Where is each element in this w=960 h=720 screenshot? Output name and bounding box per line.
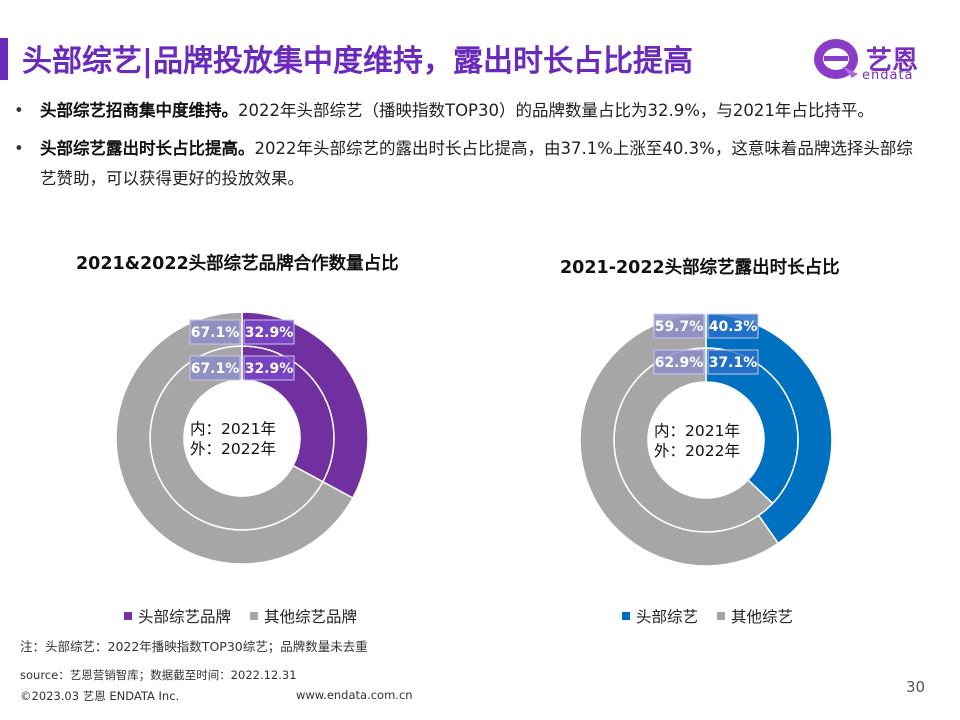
data-label: 67.1% [189, 355, 241, 381]
legend-label: 其他综艺 [730, 608, 793, 626]
page-number: 30 [906, 678, 926, 696]
bullet-dot-icon: • [14, 139, 24, 158]
bullet-item: • 头部综艺招商集中度维持。2022年头部综艺（播映指数TOP30）的品牌数量占… [14, 96, 914, 126]
bullet-bold-text: 头部综艺露出时长占比提高。 [40, 139, 255, 158]
data-label: 37.1% [707, 349, 759, 375]
data-label-text: 40.3% [709, 319, 758, 335]
bullet-text: 2022年头部综艺（播映指数TOP30）的品牌数量占比为32.9%，与2021年… [238, 101, 874, 120]
legend-item: 其他综艺 [716, 608, 793, 626]
data-label-text: 32.9% [245, 325, 294, 341]
legend-exposure-duration: 头部综艺 其他综艺 [622, 605, 807, 627]
data-label-box [653, 313, 705, 339]
data-label-text: 62.9% [655, 355, 704, 371]
chart-title-brand-count: 2021&2022头部综艺品牌合作数量占比 [76, 254, 399, 274]
data-label-text: 32.9% [245, 361, 294, 377]
data-label: 32.9% [243, 319, 295, 345]
data-label: 62.9% [653, 349, 705, 375]
website-link[interactable]: www.endata.com.cn [296, 688, 413, 702]
bullet-text: 2022年头部综艺的露出时长占比提高，由37.1%上涨至40.3%，这意味着品牌… [40, 139, 913, 188]
data-label: 59.7% [653, 313, 705, 339]
center-label-text: 内：2021年 [654, 422, 740, 440]
title-accent-bar [0, 38, 8, 80]
legend-label: 头部综艺品牌 [138, 608, 232, 626]
data-label-text: 37.1% [709, 355, 758, 371]
legend-swatch [124, 611, 132, 620]
bullet-dot-icon: • [14, 101, 24, 120]
legend-label: 头部综艺 [636, 608, 699, 626]
legend-brand-count: 头部综艺品牌 其他综艺品牌 [124, 605, 371, 627]
center-label-text: 外：2022年 [654, 442, 740, 460]
center-label-text: 内：2021年 [190, 420, 276, 438]
donut-slice-outer-other [115, 311, 354, 565]
copyright-text: ©2023.03 艺恩 ENDATA Inc. [20, 689, 180, 703]
footnote: 注：头部综艺：2022年播映指数TOP30综艺；品牌数量未去重 [20, 639, 368, 654]
data-label: 40.3% [707, 313, 759, 339]
data-label-box [653, 349, 705, 375]
data-label-text: 67.1% [191, 325, 240, 341]
data-label-text: 59.7% [655, 319, 704, 335]
data-label: 32.9% [243, 355, 295, 381]
legend-item: 其他综艺品牌 [249, 608, 357, 626]
legend-item: 头部综艺 [622, 608, 698, 626]
data-label: 67.1% [189, 319, 241, 345]
legend-swatch [249, 611, 258, 620]
legend-label: 其他综艺品牌 [263, 608, 357, 626]
chart-title-exposure-duration: 2021-2022头部综艺露出时长占比 [560, 258, 840, 278]
bullet-list: • 头部综艺招商集中度维持。2022年头部综艺（播映指数TOP30）的品牌数量占… [14, 96, 914, 202]
data-label-text: 67.1% [191, 361, 240, 377]
legend-item: 头部综艺品牌 [124, 608, 231, 626]
data-label-box [707, 349, 759, 375]
endata-logo-icon [814, 39, 858, 79]
bullet-bold-text: 头部综艺招商集中度维持。 [40, 101, 238, 120]
legend-swatch [622, 611, 630, 620]
data-label-box [707, 313, 759, 339]
logo-text: 艺恩 [866, 46, 919, 76]
data-label-box [189, 319, 241, 345]
logo-subtext: endata [862, 68, 914, 83]
page-title: 头部综艺|品牌投放集中度维持，露出时长占比提高 [22, 44, 693, 79]
bullet-item: • 头部综艺露出时长占比提高。2022年头部综艺的露出时长占比提高，由37.1%… [14, 134, 914, 194]
data-label-box [243, 319, 295, 345]
source-text: source：艺恩营销智库；数据截至时间：2022.12.31 [20, 668, 297, 682]
legend-swatch [716, 611, 725, 620]
data-label-box [189, 355, 241, 381]
center-label-text: 外：2022年 [190, 440, 276, 458]
data-label-box [243, 355, 295, 381]
donut-slice-outer-top [705, 313, 833, 545]
